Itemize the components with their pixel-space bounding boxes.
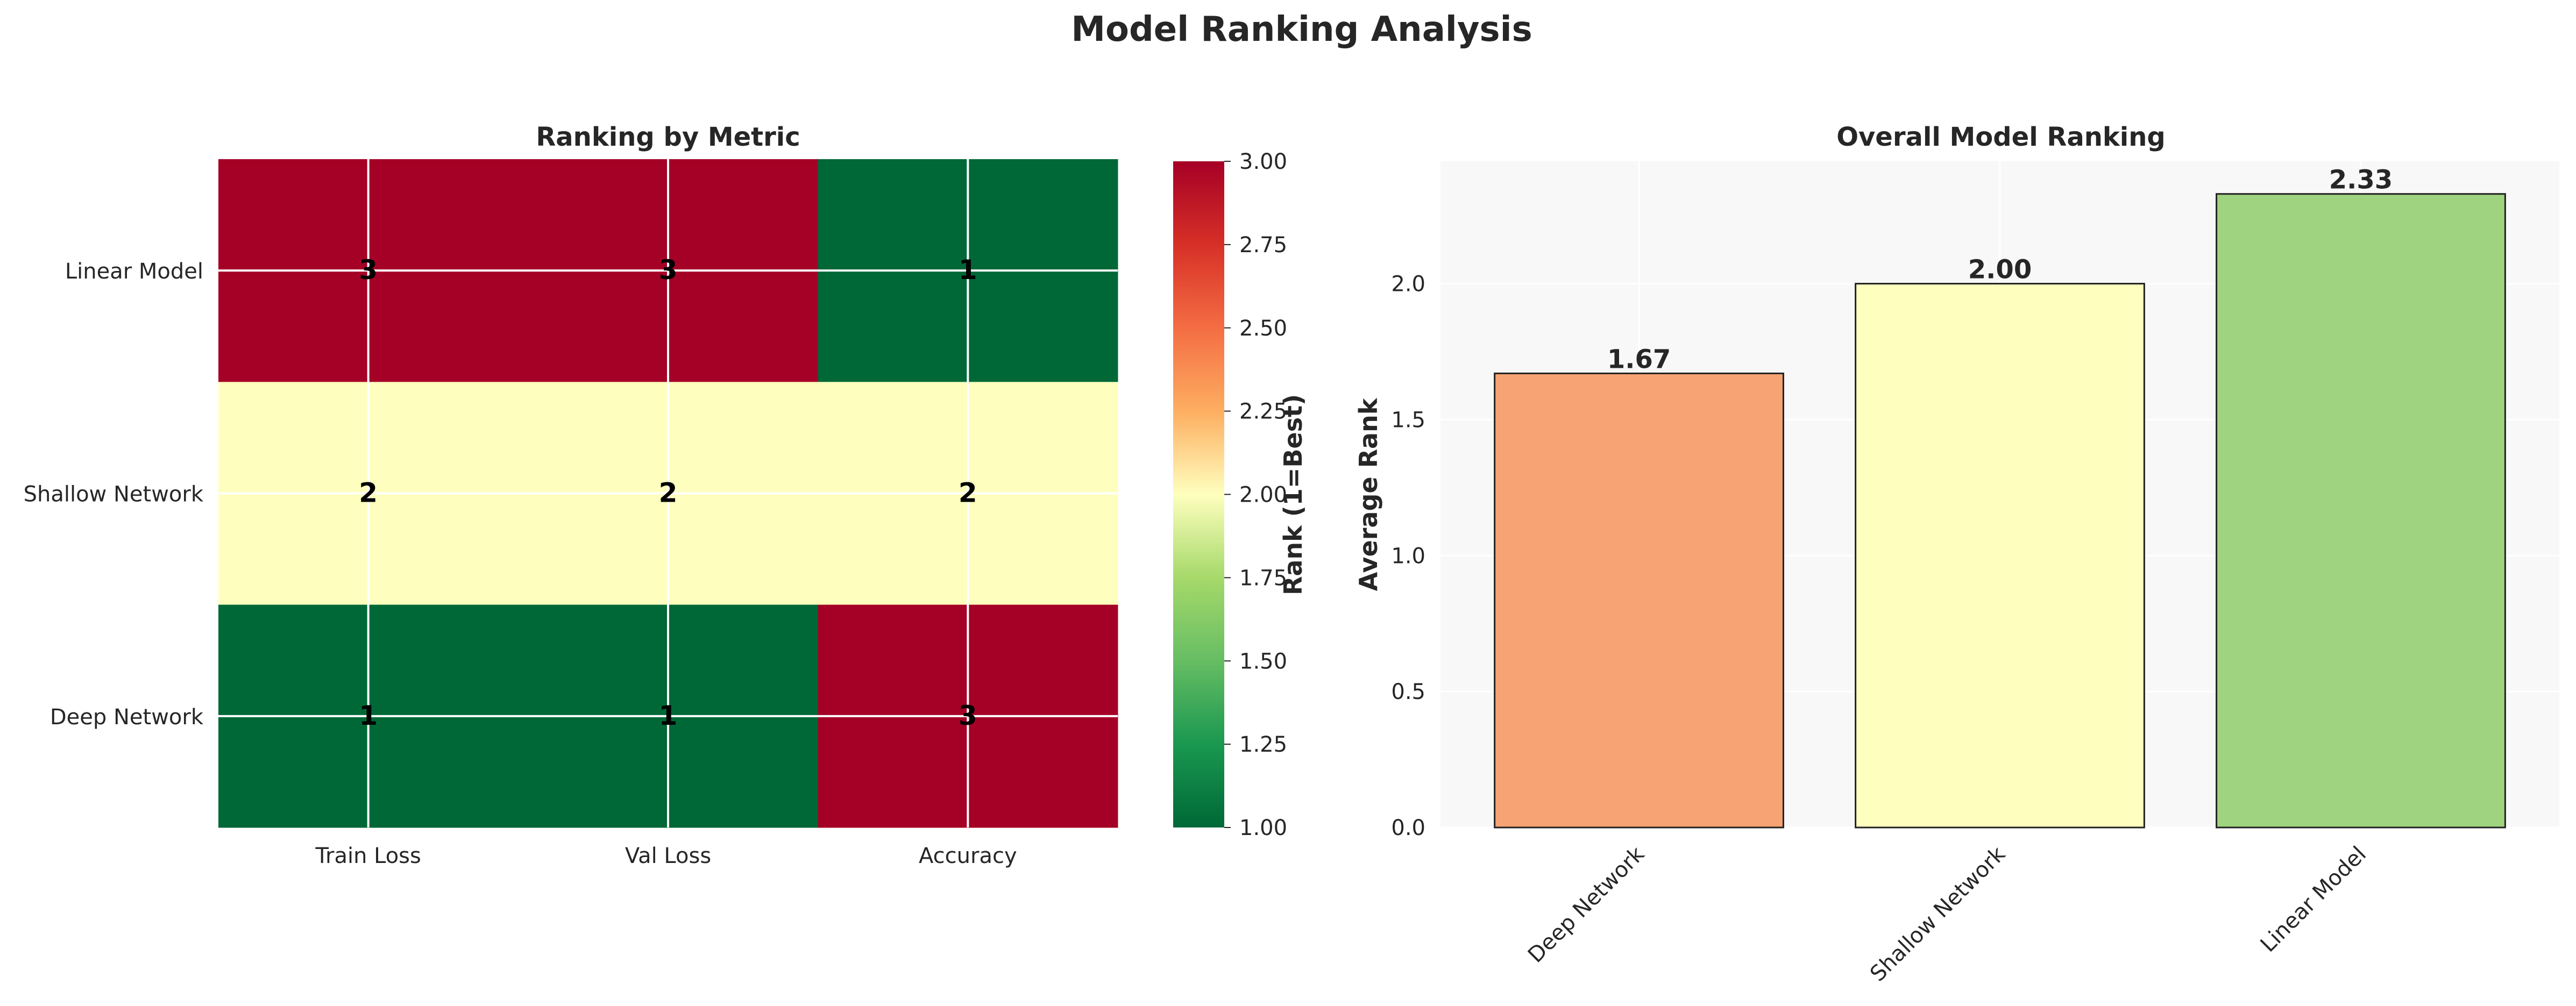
- heatmap-grid: [218, 159, 1118, 827]
- y-tick-label: 1.0: [1391, 544, 1425, 568]
- colorbar-scale: [1173, 161, 1224, 827]
- colorbar-tick-label: 1.50: [1239, 649, 1287, 674]
- colorbar-tick-label: 1.00: [1239, 816, 1287, 840]
- bar-linear-model: [2216, 193, 2506, 829]
- y-tick-label: 1.5: [1391, 408, 1425, 432]
- heatmap-column-label: Train Loss: [315, 844, 421, 868]
- heatmap-cell-value: 3: [959, 700, 977, 731]
- heatmap-cell-value: 3: [659, 254, 678, 286]
- heatmap-cell-value: 3: [359, 254, 378, 286]
- x-axis-ticks: Deep Network Shallow Network Linear Model: [1523, 841, 2371, 987]
- heatmap-cell-labels: 3 3 1 2 2 2 1 1 3: [359, 254, 977, 731]
- colorbar-tick-label: 1.75: [1239, 566, 1287, 590]
- heatmap-column-labels: Train Loss Val Loss Accuracy: [315, 844, 1017, 868]
- x-tick-label: Deep Network: [1523, 841, 1650, 968]
- colorbar-tick-label: 2.00: [1239, 483, 1287, 508]
- y-axis-ticks: 0.0 0.5 1.0 1.5 2.0: [1391, 272, 1425, 840]
- colorbar: 1.00 1.25 1.50 1.75 2.00 2.25 2.50 2.75 3.00 Ran…: [1173, 149, 1308, 840]
- heatmap-row-label: Linear Model: [65, 259, 203, 284]
- heatmap-cell-value: 2: [959, 477, 977, 509]
- y-tick-label: 0.0: [1391, 816, 1425, 840]
- bar-chart-title: Overall Model Ranking: [1836, 122, 2166, 152]
- bar-value-labels: 1.67 2.00 2.33: [1607, 165, 2393, 375]
- bar-panel: Overall Model Ranking 0.0 0.5 1.0 1.5 2.0 1.…: [1354, 122, 2559, 987]
- heatmap-row-labels: Linear Model Shallow Network Deep Network: [24, 259, 204, 730]
- bar-value-label: 1.67: [1607, 344, 1671, 374]
- heatmap-title: Ranking by Metric: [536, 122, 800, 152]
- y-tick-label: 2.0: [1391, 272, 1425, 297]
- colorbar-tick-label: 3.00: [1239, 149, 1287, 174]
- bar-value-label: 2.00: [1968, 255, 2032, 285]
- x-tick-label: Linear Model: [2256, 842, 2371, 957]
- colorbar-tick-label: 2.75: [1239, 233, 1287, 258]
- colorbar-label: Rank (1=Best): [1279, 394, 1308, 595]
- heatmap-column-label: Accuracy: [919, 844, 1017, 868]
- x-tick-label: Shallow Network: [1865, 841, 2011, 987]
- heatmap-cell-value: 1: [359, 700, 378, 731]
- heatmap-row-label: Deep Network: [50, 705, 204, 730]
- heatmap-cell-value: 2: [359, 477, 378, 509]
- heatmap-cell-value: 1: [659, 700, 678, 731]
- colorbar-tick-label: 2.25: [1239, 399, 1287, 424]
- heatmap-cell-value: 1: [959, 254, 977, 286]
- figure-title: Model Ranking Analysis: [1071, 10, 1532, 49]
- heatmap-panel: Ranking by Metric 3 3 1 2 2 2 1 1 3 Linear Model…: [24, 122, 1118, 868]
- colorbar-tick-label: 1.25: [1239, 732, 1287, 757]
- y-tick-label: 0.5: [1391, 680, 1425, 704]
- colorbar-ticks: 1.00 1.25 1.50 1.75 2.00 2.25 2.50 2.75 3.00: [1224, 149, 1287, 840]
- bars: [1494, 193, 2506, 829]
- bar-deep-network: [1494, 372, 1784, 829]
- heatmap-cell-value: 2: [659, 477, 678, 509]
- heatmap-row-label: Shallow Network: [24, 482, 204, 507]
- colorbar-tick-label: 2.50: [1239, 316, 1287, 341]
- bar-value-label: 2.33: [2329, 165, 2393, 195]
- bar-shallow-network: [1855, 283, 2145, 829]
- y-axis-label: Average Rank: [1354, 397, 1383, 591]
- heatmap-column-label: Val Loss: [625, 844, 711, 868]
